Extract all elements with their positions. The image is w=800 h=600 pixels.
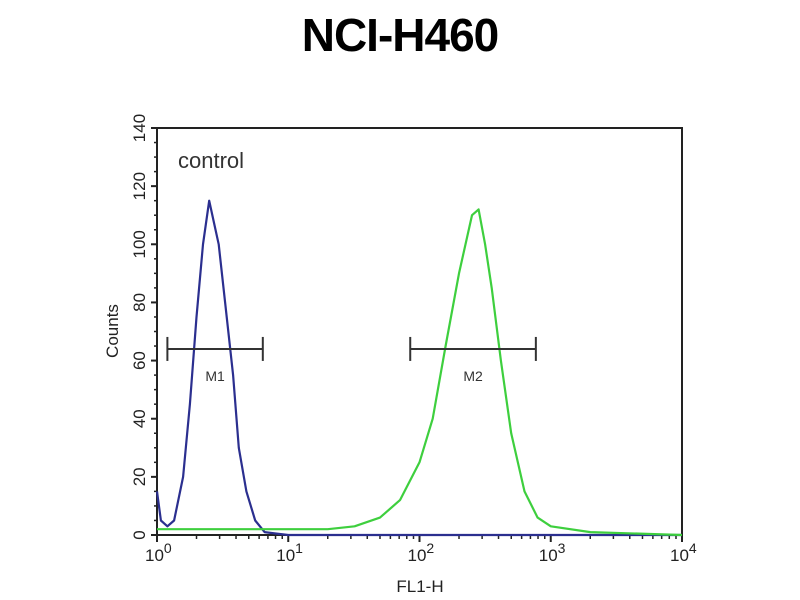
marker-M1-label: M1 xyxy=(205,368,225,384)
x-tick-exponent: 4 xyxy=(689,540,697,556)
y-axis-label: Counts xyxy=(103,304,122,358)
x-tick-label: 104 xyxy=(670,540,697,565)
marker-M2-label: M2 xyxy=(463,368,483,384)
y-tick-label: 60 xyxy=(130,351,149,370)
x-tick-label: 103 xyxy=(539,540,566,565)
x-tick-exponent: 2 xyxy=(426,540,434,556)
y-tick-label: 100 xyxy=(130,230,149,258)
series-line-1 xyxy=(155,199,682,537)
x-tick-exponent: 3 xyxy=(558,540,566,556)
x-tick-base: 10 xyxy=(539,546,558,565)
x-tick-label: 102 xyxy=(408,540,435,565)
x-tick-base: 10 xyxy=(408,546,427,565)
plot-frame xyxy=(156,127,683,536)
series-line-2 xyxy=(157,208,683,537)
x-axis-label: FL1-H xyxy=(396,577,443,596)
y-tick-label: 140 xyxy=(130,114,149,142)
y-tick-label: 0 xyxy=(130,530,149,539)
x-tick-base: 10 xyxy=(145,546,164,565)
x-tick-base: 10 xyxy=(276,546,295,565)
y-tick-label: 40 xyxy=(130,409,149,428)
x-tick-exponent: 1 xyxy=(295,540,303,556)
x-tick-base: 10 xyxy=(670,546,689,565)
annotation-control: control xyxy=(178,148,244,173)
x-tick-label: 101 xyxy=(276,540,303,565)
x-tick-exponent: 0 xyxy=(164,540,172,556)
x-tick-label: 100 xyxy=(145,540,172,565)
chart-title: NCI-H460 xyxy=(301,9,500,61)
y-tick-label: 20 xyxy=(130,467,149,486)
y-tick-label: 80 xyxy=(130,293,149,312)
y-tick-label: 120 xyxy=(130,172,149,200)
